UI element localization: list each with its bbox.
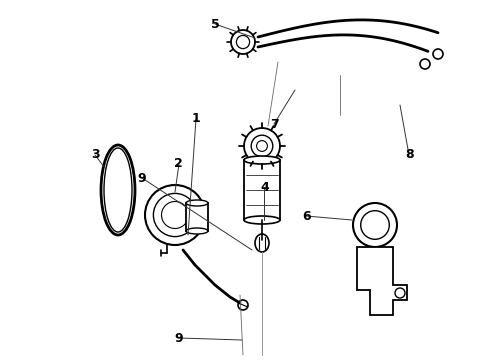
- Circle shape: [238, 300, 248, 310]
- Circle shape: [153, 193, 196, 237]
- Text: 2: 2: [174, 157, 183, 170]
- Text: 9: 9: [174, 332, 183, 345]
- Circle shape: [353, 203, 397, 247]
- Circle shape: [361, 211, 389, 239]
- Ellipse shape: [255, 234, 269, 252]
- Ellipse shape: [186, 228, 208, 234]
- Ellipse shape: [244, 156, 280, 164]
- Ellipse shape: [104, 148, 132, 232]
- Text: 5: 5: [211, 18, 220, 31]
- Circle shape: [244, 128, 280, 164]
- Circle shape: [257, 141, 268, 152]
- Ellipse shape: [244, 216, 280, 224]
- Circle shape: [433, 49, 443, 59]
- Circle shape: [231, 30, 255, 54]
- Circle shape: [145, 185, 205, 245]
- Text: 8: 8: [405, 148, 414, 161]
- Circle shape: [162, 202, 189, 229]
- Text: 4: 4: [260, 181, 269, 194]
- Text: 9: 9: [138, 172, 147, 185]
- Circle shape: [420, 59, 430, 69]
- Circle shape: [251, 135, 273, 157]
- Bar: [186, 203, 208, 231]
- Ellipse shape: [101, 145, 135, 235]
- Text: 1: 1: [192, 112, 200, 125]
- Text: 3: 3: [91, 148, 100, 161]
- Bar: [244, 160, 280, 220]
- Text: 7: 7: [270, 118, 279, 131]
- Circle shape: [236, 35, 249, 49]
- Ellipse shape: [186, 200, 208, 206]
- Text: 6: 6: [302, 210, 311, 222]
- Polygon shape: [357, 247, 407, 315]
- Circle shape: [395, 288, 405, 298]
